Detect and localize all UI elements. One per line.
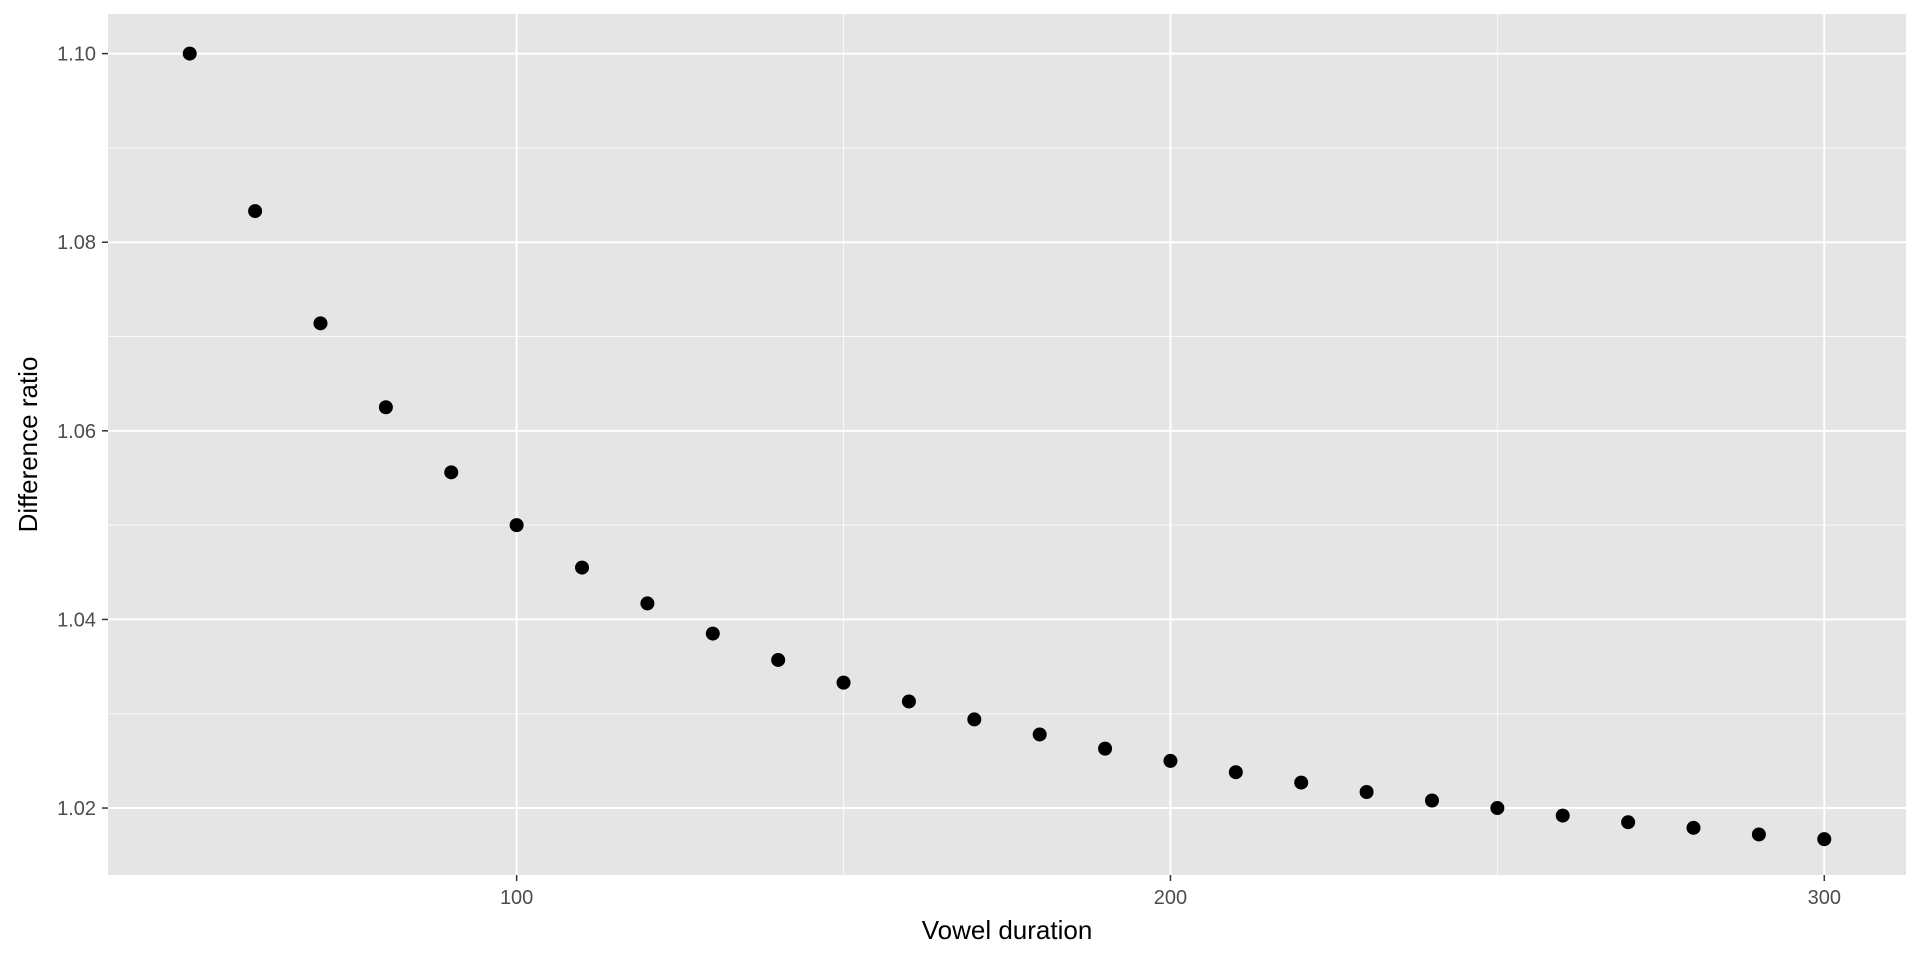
data-point	[901, 694, 916, 709]
x-axis: 100 200 300	[500, 875, 1841, 909]
data-point	[967, 712, 982, 727]
x-tick-label: 200	[1154, 887, 1187, 909]
y-axis-title: Difference ratio	[13, 357, 43, 533]
data-point	[248, 204, 263, 219]
data-point	[1686, 820, 1701, 835]
data-point	[705, 626, 720, 641]
data-point	[1228, 765, 1243, 780]
minor-gridlines	[108, 14, 1906, 875]
data-point	[575, 560, 590, 575]
data-point	[378, 400, 393, 415]
data-point	[771, 652, 786, 667]
x-tick-label: 100	[500, 887, 533, 909]
data-point	[1751, 827, 1766, 842]
y-tick-label: 1.04	[57, 609, 96, 631]
y-axis: 1.02 1.04 1.06 1.08 1.10	[57, 44, 108, 820]
data-point	[1032, 727, 1047, 742]
y-tick-label: 1.02	[57, 798, 96, 820]
data-point	[444, 465, 459, 480]
data-point	[1555, 808, 1570, 823]
data-point	[1621, 815, 1636, 830]
data-point	[1490, 801, 1505, 816]
data-point	[1098, 741, 1113, 756]
data-points	[182, 46, 1832, 847]
data-point	[1817, 832, 1832, 847]
x-tick-label: 300	[1808, 887, 1841, 909]
data-point	[1424, 793, 1439, 808]
y-tick-label: 1.10	[57, 44, 96, 66]
y-tick-label: 1.08	[57, 232, 96, 254]
data-point	[1359, 785, 1374, 800]
data-point	[313, 316, 328, 331]
data-point	[836, 675, 851, 690]
data-point	[640, 596, 655, 611]
y-tick-label: 1.06	[57, 421, 96, 443]
plot-panel	[108, 14, 1906, 875]
data-point	[1294, 775, 1309, 790]
data-point	[1163, 753, 1178, 768]
x-axis-title: Vowel duration	[922, 915, 1093, 945]
major-gridlines	[108, 14, 1906, 875]
data-point	[509, 518, 524, 533]
data-point	[182, 46, 197, 61]
